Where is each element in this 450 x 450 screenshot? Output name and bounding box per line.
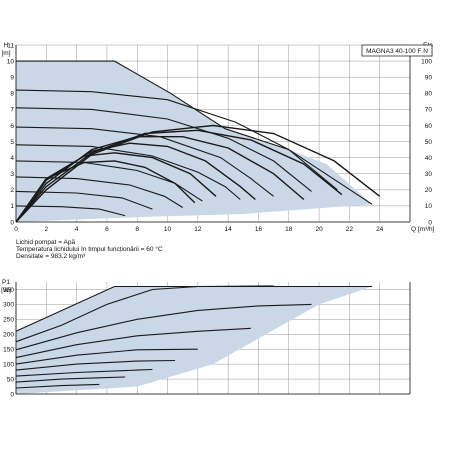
head-flow-chart: 0102030405060708090100Eta[%]012345678910… bbox=[1, 42, 434, 233]
head-curve-4 bbox=[15, 126, 274, 197]
y-tick-label: 11 bbox=[7, 42, 14, 49]
y-axis-label: P1 bbox=[2, 279, 10, 286]
efficiency-curve-6 bbox=[15, 160, 196, 223]
x-tick-label: 6 bbox=[105, 226, 109, 233]
y-tick-label: 2 bbox=[10, 187, 14, 194]
fluid-line-2: Temperatura lichidului în timpul funcțio… bbox=[16, 245, 163, 253]
y-tick-label: 300 bbox=[3, 302, 14, 309]
y-axis-label: [m] bbox=[1, 50, 10, 57]
y-tick-label: 1 bbox=[10, 203, 14, 210]
x-tick-label: 14 bbox=[225, 226, 233, 233]
x-tick-label: 20 bbox=[315, 226, 323, 233]
y-axis-label: [W] bbox=[1, 287, 11, 294]
y-tick-label: 100 bbox=[3, 361, 14, 368]
head-curve-2 bbox=[15, 89, 338, 191]
y-tick-label: 9 bbox=[10, 74, 14, 81]
y2-tick-label: 50 bbox=[425, 139, 433, 146]
power-curve-9 bbox=[15, 383, 100, 389]
y-tick-label: 6 bbox=[10, 123, 14, 130]
power-curve-7 bbox=[15, 368, 153, 377]
y-tick-label: 8 bbox=[10, 91, 14, 98]
fluid-line-3: Densitate = 983.2 kg/m³ bbox=[16, 253, 86, 260]
head-curve-3 bbox=[15, 107, 312, 192]
head-curve-7 bbox=[15, 176, 183, 208]
y-tick-label: 0 bbox=[10, 391, 14, 398]
x-tick-label: 4 bbox=[75, 226, 79, 233]
y-tick-label: 200 bbox=[3, 332, 14, 339]
power-curve-4 bbox=[15, 327, 251, 359]
y2-tick-label: 40 bbox=[425, 155, 433, 162]
x-tick-label: 8 bbox=[135, 226, 139, 233]
y-tick-label: 0 bbox=[10, 219, 14, 226]
y2-tick-label: 90 bbox=[425, 74, 433, 81]
y-tick-label: 250 bbox=[3, 317, 14, 324]
y-tick-label: 7 bbox=[10, 107, 14, 114]
efficiency-curve-1 bbox=[15, 124, 381, 223]
model-label-box bbox=[361, 44, 433, 57]
head-curve-6 bbox=[15, 160, 203, 202]
x-tick-label: 10 bbox=[164, 226, 172, 233]
power-curve-2 bbox=[15, 285, 274, 343]
y2-tick-label: 100 bbox=[421, 58, 432, 65]
x-tick-label: 2 bbox=[44, 226, 48, 233]
x-tick-label: 0 bbox=[14, 226, 18, 233]
efficiency-curve-3 bbox=[15, 136, 305, 223]
y-tick-label: 3 bbox=[10, 171, 14, 178]
head-curve-9 bbox=[15, 205, 126, 217]
x-tick-label: 22 bbox=[346, 226, 354, 233]
head-curve-8 bbox=[15, 190, 153, 210]
y2-tick-label: 20 bbox=[425, 187, 433, 194]
y-tick-label: 10 bbox=[7, 58, 15, 65]
y-tick-label: 150 bbox=[3, 347, 14, 354]
x-axis-label: Q [m³/h] bbox=[411, 226, 435, 233]
head-curve-5 bbox=[15, 144, 241, 200]
y-tick-label: 5 bbox=[10, 139, 14, 146]
y2-tick-label: 0 bbox=[428, 219, 432, 226]
efficiency-curve-2 bbox=[15, 129, 343, 223]
y-tick-label: 50 bbox=[7, 376, 15, 383]
model-label: MAGNA3 40-100 F N bbox=[366, 48, 428, 55]
operating-area bbox=[16, 286, 373, 394]
y-tick-label: 4 bbox=[10, 155, 14, 162]
power-curve-3 bbox=[15, 303, 312, 351]
head-curve-1 bbox=[16, 60, 373, 205]
y-tick-label: 350 bbox=[3, 287, 14, 294]
y2-tick-label: 10 bbox=[425, 203, 433, 210]
y2-tick-label: 70 bbox=[425, 107, 433, 114]
y2-tick-label: 60 bbox=[425, 123, 433, 130]
x-tick-label: 12 bbox=[194, 226, 202, 233]
power-curve-5 bbox=[15, 348, 198, 365]
y-axis-label: H bbox=[4, 42, 9, 49]
x-tick-label: 18 bbox=[285, 226, 293, 233]
power-curve-8 bbox=[15, 376, 126, 383]
y2-tick-label: 30 bbox=[425, 171, 433, 178]
power-curve-1 bbox=[15, 285, 373, 332]
x-tick-label: 16 bbox=[255, 226, 263, 233]
y2-tick-label: 80 bbox=[425, 91, 433, 98]
power-curve-6 bbox=[15, 359, 176, 371]
x-tick-label: 24 bbox=[376, 226, 384, 233]
fluid-line-1: Lichid pompat = Apă bbox=[16, 239, 75, 246]
